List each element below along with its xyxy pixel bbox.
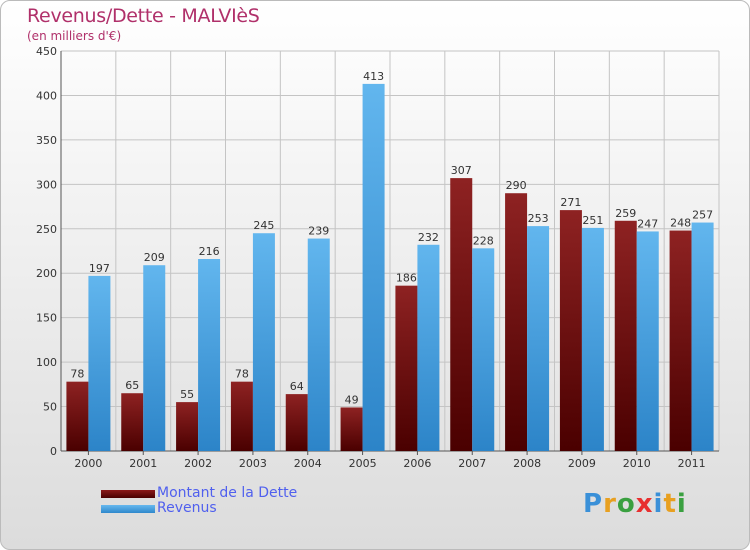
bar-dette-2010 (614, 220, 637, 451)
y-tick-label: 400 (36, 89, 57, 102)
data-label-dette-2008: 290 (506, 179, 527, 192)
data-label-revenus-2003: 245 (253, 219, 274, 232)
proxiti-logo: Proxiti (583, 489, 687, 519)
legend-label-dette: Montant de la Dette (157, 485, 298, 501)
bar-revenus-2004 (307, 238, 330, 451)
y-tick-label: 200 (36, 267, 57, 280)
bar-revenus-2000 (88, 275, 111, 451)
logo-letter: r (603, 489, 617, 519)
chart-subtitle: (en milliers d'€) (27, 29, 122, 43)
y-tick-label: 450 (36, 45, 57, 58)
data-label-revenus-2008: 253 (528, 212, 549, 225)
x-tick-label: 2000 (74, 457, 102, 470)
data-label-revenus-2001: 209 (144, 251, 165, 264)
x-tick-label: 2010 (623, 457, 651, 470)
x-tick-label: 2005 (349, 457, 377, 470)
data-label-dette-2007: 307 (451, 164, 472, 177)
bar-revenus-2007 (472, 248, 495, 451)
x-tick-label: 2011 (678, 457, 706, 470)
bar-dette-2006 (395, 285, 418, 451)
x-tick-label: 2003 (239, 457, 267, 470)
bar-revenus-2001 (143, 265, 166, 451)
bar-dette-2005 (340, 407, 363, 451)
logo-letter: t (663, 489, 677, 519)
bar-dette-2004 (285, 394, 308, 451)
legend-swatch-revenus (101, 505, 155, 513)
y-tick-label: 250 (36, 223, 57, 236)
data-label-dette-2011: 248 (670, 217, 691, 230)
x-tick-label: 2002 (184, 457, 212, 470)
bar-revenus-2003 (252, 233, 275, 451)
logo-letter: i (676, 489, 687, 519)
grid-layer (60, 50, 720, 455)
x-tick-label: 2006 (403, 457, 431, 470)
bar-dette-2007 (450, 178, 473, 451)
data-label-dette-2005: 49 (345, 393, 359, 406)
bar-revenus-2009 (581, 227, 604, 451)
logo-letter: P (583, 489, 604, 519)
data-label-dette-2002: 55 (180, 388, 194, 401)
data-label-dette-2010: 259 (615, 207, 636, 220)
x-tick-label: 2009 (568, 457, 596, 470)
y-tick-label: 350 (36, 134, 57, 147)
bar-revenus-2005 (362, 83, 385, 451)
x-tick-label: 2007 (458, 457, 486, 470)
bar-revenus-2006 (417, 244, 440, 451)
bar-dette-2011 (669, 230, 692, 451)
bar-layer (66, 83, 714, 451)
data-label-revenus-2010: 247 (637, 217, 658, 230)
logo-letter: i (653, 489, 664, 519)
bar-revenus-2008 (527, 226, 550, 451)
y-tick-label: 0 (50, 445, 57, 458)
y-tick-label: 100 (36, 356, 57, 369)
y-tick-label: 50 (43, 401, 57, 414)
data-label-revenus-2004: 239 (308, 225, 329, 238)
bar-dette-2001 (121, 393, 144, 451)
data-label-revenus-2011: 257 (692, 209, 713, 222)
data-label-revenus-2000: 197 (89, 262, 110, 275)
legend-label-revenus: Revenus (157, 500, 217, 516)
legend-swatch-dette (101, 490, 155, 498)
bar-dette-2008 (505, 193, 528, 451)
bar-revenus-2002 (198, 259, 221, 451)
x-tick-label: 2004 (294, 457, 322, 470)
data-label-revenus-2009: 251 (582, 214, 603, 227)
bar-dette-2009 (559, 210, 582, 451)
data-label-dette-2003: 78 (235, 368, 249, 381)
x-tick-label: 2008 (513, 457, 541, 470)
logo-letter: o (616, 489, 636, 519)
data-label-dette-2000: 78 (70, 368, 84, 381)
chart-title: Revenus/Dette - MALVIèS (27, 5, 260, 27)
label-layer: 0 50 100 150 200 250 300 350 400 450 78 197 2000 65 20… (36, 45, 713, 470)
data-label-revenus-2006: 232 (418, 231, 439, 244)
data-label-revenus-2007: 228 (473, 234, 494, 247)
bar-dette-2002 (176, 402, 199, 451)
data-label-dette-2006: 186 (396, 272, 417, 285)
data-label-dette-2001: 65 (125, 379, 139, 392)
data-label-dette-2004: 64 (290, 380, 304, 393)
bar-revenus-2011 (691, 222, 714, 451)
bar-dette-2003 (230, 381, 253, 451)
logo-letter: x (635, 489, 654, 519)
bar-revenus-2010 (636, 231, 659, 451)
y-tick-label: 150 (36, 312, 57, 325)
data-label-dette-2009: 271 (560, 196, 581, 209)
x-tick-label: 2001 (129, 457, 157, 470)
data-label-revenus-2005: 413 (363, 70, 384, 83)
bar-dette-2000 (66, 381, 89, 451)
data-label-revenus-2002: 216 (199, 245, 220, 258)
y-tick-label: 300 (36, 178, 57, 191)
